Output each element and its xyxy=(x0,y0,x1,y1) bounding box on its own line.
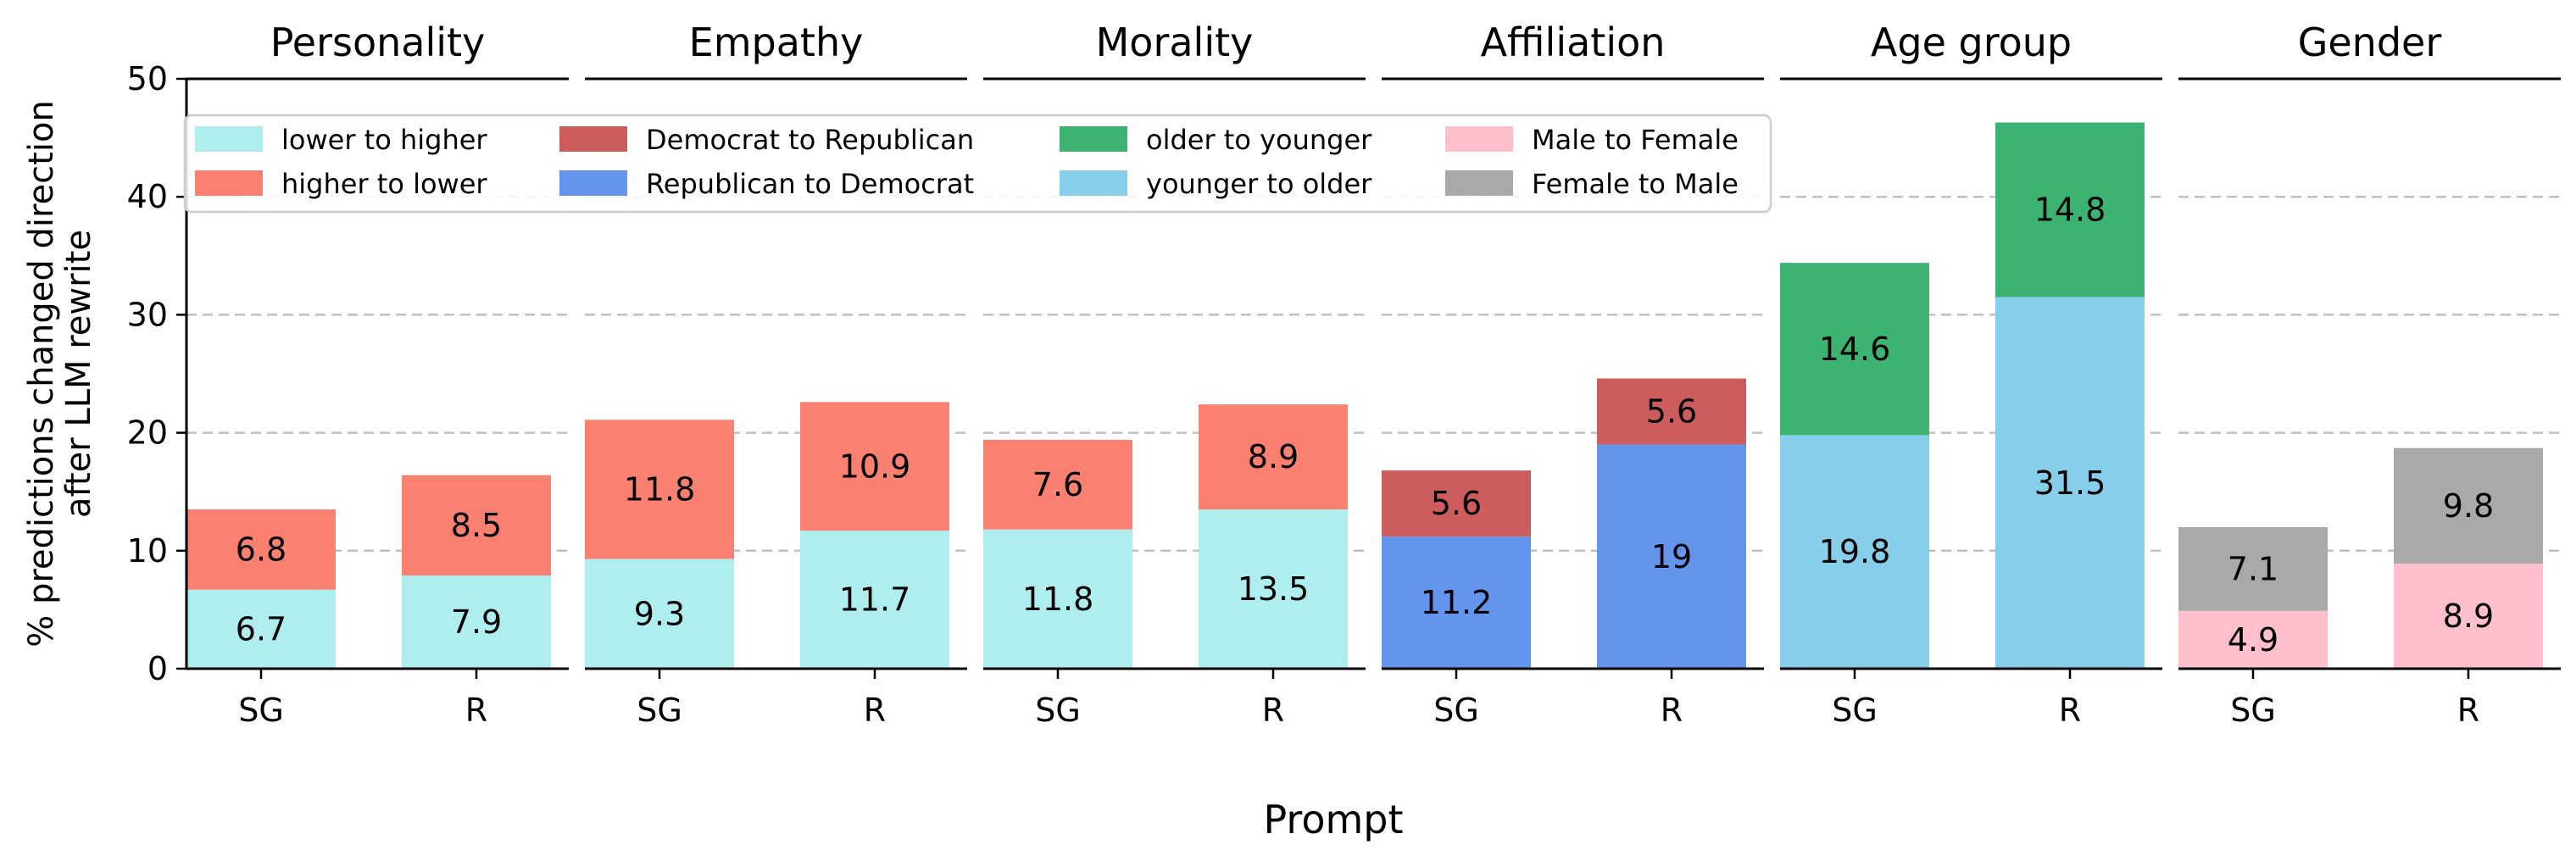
bar-segment xyxy=(2178,526,2328,611)
bar-value-label: 7.6 xyxy=(1032,466,1083,503)
bar-segment xyxy=(2178,610,2328,669)
bar-segment xyxy=(983,529,1132,669)
bar-segment xyxy=(186,589,336,669)
legend-label: Democrat to Republican xyxy=(646,124,974,156)
legend-label: lower to higher xyxy=(281,124,487,156)
bar-value-label: 11.8 xyxy=(624,470,696,508)
y-tick-label: 10 xyxy=(127,532,168,570)
bar-segment xyxy=(585,559,734,669)
legend-label: Female to Male xyxy=(1532,168,1739,200)
bar-segment xyxy=(585,420,734,559)
bar-value-label: 11.7 xyxy=(839,581,911,619)
bar-segment xyxy=(1382,536,1531,669)
legend-swatch xyxy=(195,126,263,152)
x-tick-label: R xyxy=(864,692,886,729)
y-tick-label: 0 xyxy=(147,650,168,687)
bar-value-label: 8.5 xyxy=(451,507,502,544)
y-tick-label: 50 xyxy=(127,60,168,97)
bar-segment xyxy=(1597,378,1746,445)
x-tick-label: SG xyxy=(2230,692,2276,729)
bar-segment xyxy=(1995,297,2145,669)
x-tick-label: SG xyxy=(238,692,284,729)
bar-value-label: 9.8 xyxy=(2443,487,2494,525)
axes: SG R Personality SG R Empathy SG R Morality SG R Af… xyxy=(127,19,2561,729)
x-tick-label: R xyxy=(2457,692,2479,729)
x-tick-label: R xyxy=(1262,692,1284,729)
bar-segment xyxy=(1995,122,2145,297)
bar-segment xyxy=(800,531,949,669)
bar-segment xyxy=(983,439,1132,530)
x-tick-label: R xyxy=(465,692,487,729)
bar-value-label: 31.5 xyxy=(2034,464,2106,502)
panel-title: Personality xyxy=(270,19,486,65)
bar-value-label: 14.8 xyxy=(2034,192,2106,229)
bar-value-label: 19.8 xyxy=(1819,533,1891,570)
bar-value-label: 19 xyxy=(1651,538,1692,575)
bar-segment xyxy=(1382,470,1531,537)
x-tick-label: R xyxy=(1661,692,1683,729)
bar-value-label: 4.9 xyxy=(2228,621,2278,659)
x-tick-label: SG xyxy=(637,692,682,729)
bars xyxy=(186,122,2543,669)
bar-segment xyxy=(1199,404,1348,510)
bar-value-label: 8.9 xyxy=(2443,597,2494,635)
panel-title: Gender xyxy=(2298,19,2442,65)
legend-label: younger to older xyxy=(1146,168,1372,200)
bar-segment xyxy=(402,575,551,669)
y-tick-label: 40 xyxy=(127,178,168,215)
bar-value-label: 7.9 xyxy=(451,603,502,641)
legend-swatch xyxy=(559,126,627,152)
panel-title: Morality xyxy=(1096,19,1254,65)
bar-value-label: 14.6 xyxy=(1819,331,1891,368)
legend-swatch xyxy=(1445,170,1513,196)
y-tick-label: 20 xyxy=(127,414,168,452)
x-tick-label: R xyxy=(2059,692,2081,729)
legend-swatch xyxy=(559,170,627,196)
bar-segment xyxy=(2394,447,2543,564)
bar-segment xyxy=(1199,509,1348,669)
bar-value-label: 5.6 xyxy=(1646,393,1697,431)
bar-segment xyxy=(2394,564,2543,669)
panel-title: Affiliation xyxy=(1481,19,1666,65)
bar-value-label: 11.2 xyxy=(1421,584,1493,621)
bar-segment xyxy=(1597,444,1746,669)
bar-value-label: 7.1 xyxy=(2228,550,2278,587)
bar-segment xyxy=(186,509,336,590)
bar-value-labels: 6.7 6.8 7.9 8.5 9.3 11.8 11.7 10.9 11.8 7.6 13.5 8.… xyxy=(236,192,2494,659)
legend: lower to higher higher to lower Democrat t… xyxy=(183,114,1772,214)
bar-value-label: 6.8 xyxy=(236,531,287,568)
y-axis-title-line: % predictions changed direction xyxy=(22,100,61,647)
legend-swatch xyxy=(1060,126,1127,152)
legend-label: higher to lower xyxy=(281,168,487,200)
y-tick-label: 30 xyxy=(127,296,168,333)
x-axis-title: Prompt xyxy=(1263,797,1403,842)
bar-segment xyxy=(1780,435,1929,669)
bar-value-label: 11.8 xyxy=(1022,581,1094,618)
bar-segment xyxy=(800,402,949,531)
bar-value-label: 8.9 xyxy=(1248,438,1299,475)
panel-title: Empathy xyxy=(689,19,864,65)
bar-value-label: 10.9 xyxy=(839,447,911,485)
bar-value-label: 13.5 xyxy=(1238,570,1310,608)
panel-title: Age group xyxy=(1871,19,2072,65)
y-axis-title: % predictions changed directionafter LLM… xyxy=(22,100,98,647)
y-axis-title-line: after LLM rewrite xyxy=(59,230,98,518)
legend-label: Republican to Democrat xyxy=(646,168,974,200)
bar-value-label: 9.3 xyxy=(634,595,685,632)
legend-swatch xyxy=(1060,170,1127,196)
bar-segment xyxy=(402,475,551,576)
bar-value-label: 6.7 xyxy=(236,610,287,647)
x-tick-label: SG xyxy=(1433,692,1479,729)
legend-label: Male to Female xyxy=(1532,124,1739,156)
legend-swatch xyxy=(1445,126,1513,152)
x-tick-label: SG xyxy=(1035,692,1081,729)
legend-label: older to younger xyxy=(1146,124,1372,156)
x-tick-label: SG xyxy=(1832,692,1878,729)
bar-value-label: 5.6 xyxy=(1431,485,1482,522)
legend-swatch xyxy=(195,170,263,196)
bar-segment xyxy=(1780,263,1929,436)
